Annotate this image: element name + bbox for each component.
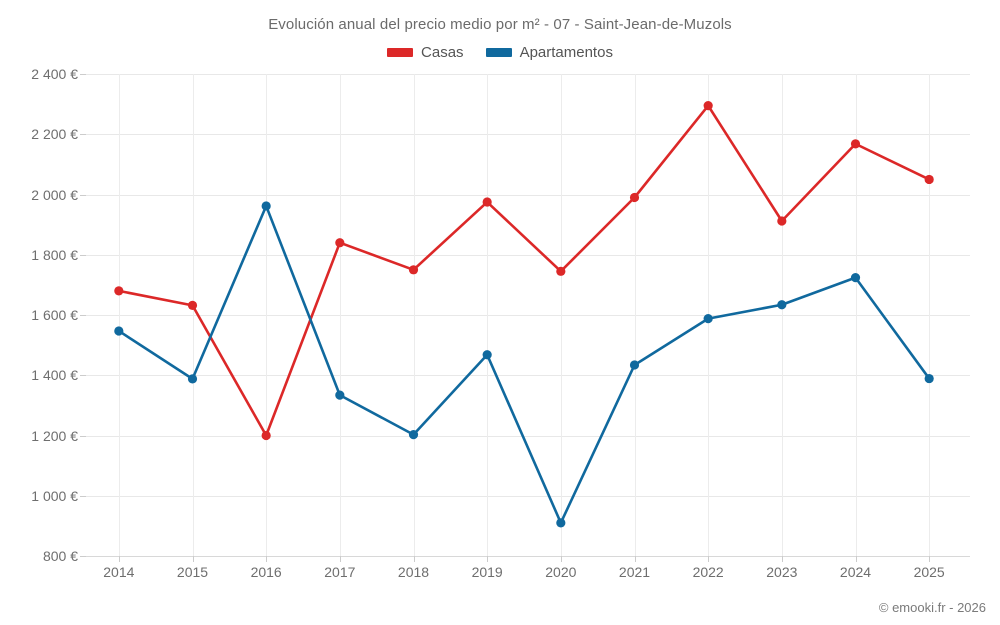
gridline-horizontal <box>86 375 970 377</box>
gridline-vertical <box>487 74 489 556</box>
footer-credit: © emooki.fr - 2026 <box>878 600 986 615</box>
plot-area <box>86 74 970 557</box>
x-axis-tick-label: 2014 <box>103 564 135 580</box>
chart-legend: Casas Apartamentos <box>0 44 1000 61</box>
y-axis-tick-label: 2 400 € <box>31 66 78 82</box>
y-axis-labels: 800 € 1 000 € 1 200 € 1 400 € 1 600 € 1 800 €… <box>0 0 78 625</box>
gridline-horizontal <box>86 134 970 136</box>
gridline-vertical <box>634 74 636 556</box>
x-tick-mark <box>781 556 783 562</box>
x-axis-line <box>86 556 970 557</box>
y-axis-tick-label: 1 200 € <box>31 427 78 444</box>
gridline-horizontal <box>86 254 970 256</box>
y-tick-mark <box>80 74 86 75</box>
gridline-vertical <box>339 74 341 556</box>
y-axis-tick-label: 2 000 € <box>31 186 78 203</box>
x-tick-mark <box>339 556 341 562</box>
x-axis-tick-label: 2019 <box>471 564 503 580</box>
legend-swatch-apartamentos <box>485 48 512 57</box>
legend-item-casas[interactable]: Casas <box>387 44 464 61</box>
y-tick-mark <box>80 134 86 136</box>
y-tick-mark <box>80 315 86 316</box>
legend-swatch-casas <box>387 48 414 57</box>
x-axis-tick-label: 2015 <box>176 564 209 580</box>
x-axis-tick-label: 2022 <box>692 564 724 580</box>
legend-item-apartamentos[interactable]: Apartamentos <box>485 44 613 61</box>
legend-label-casas: Casas <box>421 44 464 61</box>
y-axis-tick-label: 1 000 € <box>31 487 78 504</box>
gridline-vertical <box>560 74 562 556</box>
x-axis-tick-label: 2017 <box>324 564 356 580</box>
x-axis-tick-label: 2025 <box>913 564 945 580</box>
y-tick-mark <box>80 375 86 377</box>
y-tick-mark <box>80 556 86 557</box>
gridline-horizontal <box>86 74 970 75</box>
y-tick-mark <box>80 194 86 196</box>
x-tick-mark <box>560 556 562 562</box>
x-tick-mark <box>634 556 636 562</box>
x-axis-tick-label: 2018 <box>397 564 430 580</box>
x-axis-tick-label: 2016 <box>250 564 282 580</box>
y-axis-tick-label: 1 400 € <box>31 367 78 384</box>
y-axis-tick-label: 800 € <box>42 548 78 564</box>
gridline-horizontal <box>86 315 970 316</box>
legend-label-apartamentos: Apartamentos <box>519 44 613 61</box>
gridline-vertical <box>192 74 194 556</box>
gridline-vertical <box>929 74 931 556</box>
gridline-vertical <box>708 74 710 556</box>
y-axis-tick-label: 2 200 € <box>31 126 78 143</box>
x-axis-tick-label: 2020 <box>545 564 577 580</box>
x-tick-mark <box>708 556 710 562</box>
y-tick-mark <box>80 495 86 497</box>
x-axis-tick-label: 2021 <box>618 564 651 580</box>
gridline-vertical <box>855 74 857 556</box>
gridline-vertical <box>118 74 120 556</box>
gridline-vertical <box>781 74 783 556</box>
x-tick-mark <box>855 556 857 562</box>
x-tick-mark <box>413 556 415 562</box>
gridline-horizontal <box>86 194 970 196</box>
y-axis-tick-label: 1 800 € <box>31 246 78 263</box>
x-tick-mark <box>118 556 120 562</box>
gridline-horizontal <box>86 435 970 437</box>
gridline-horizontal <box>86 495 970 497</box>
y-tick-mark <box>80 254 86 256</box>
x-axis-tick-label: 2024 <box>839 564 872 580</box>
chart-title: Evolución anual del precio medio por m² … <box>268 16 732 33</box>
x-tick-mark <box>266 556 268 562</box>
x-tick-mark <box>929 556 931 562</box>
y-tick-mark <box>80 435 86 437</box>
x-tick-mark <box>192 556 194 562</box>
gridline-vertical <box>266 74 268 556</box>
x-axis-tick-label: 2023 <box>766 564 798 580</box>
gridline-vertical <box>413 74 415 556</box>
y-axis-tick-label: 1 600 € <box>31 307 78 323</box>
x-tick-mark <box>487 556 489 562</box>
